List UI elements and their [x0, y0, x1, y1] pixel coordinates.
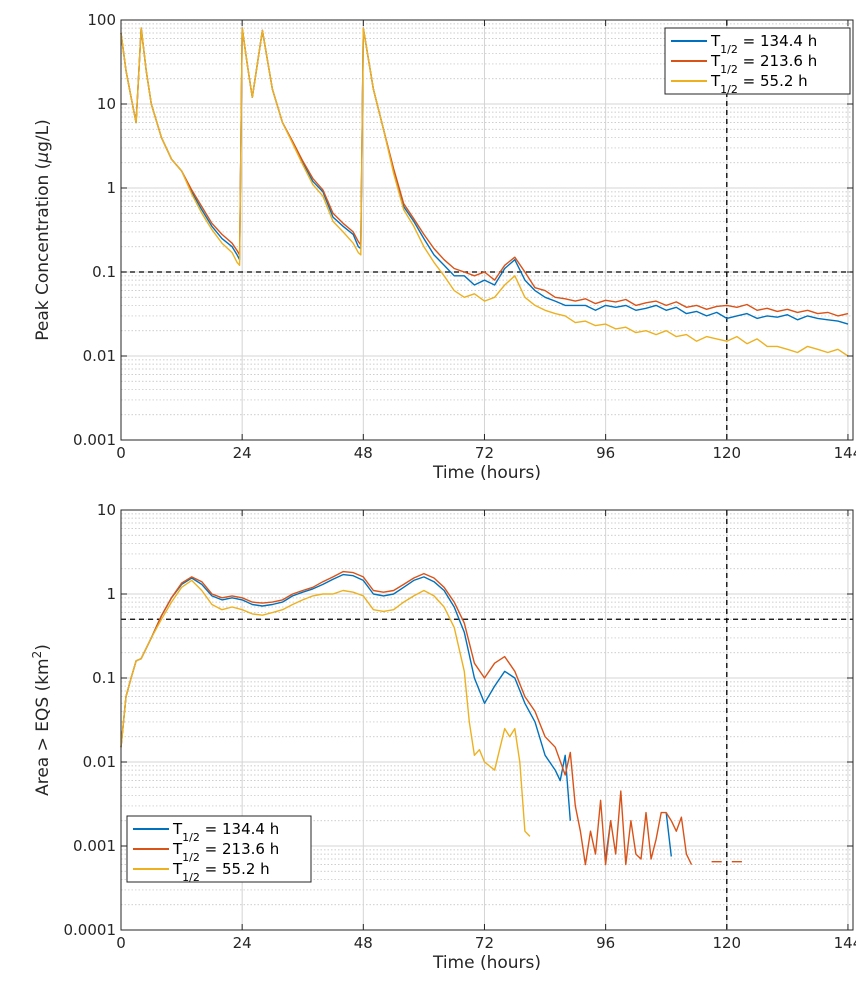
- x-tick-label: 72: [475, 934, 494, 952]
- legend-label-sub: 1/2: [720, 63, 738, 76]
- area-above-eqs-panel: 0 24 48 72 96 120 144 0.0001 0.001 0.01 0.1 1 10 Time…: [30, 501, 856, 973]
- legend-label-main: T: [710, 72, 721, 90]
- series-line-2: [120, 27, 849, 317]
- x-tick-label: 72: [475, 444, 494, 462]
- x-tick-label: 96: [596, 934, 615, 952]
- legend-label-3: T1/2 = 55.2 h: [710, 72, 808, 96]
- legend-label-main: T: [172, 820, 183, 838]
- series-line-2: [120, 570, 693, 866]
- legend-label-sub: 1/2: [182, 871, 200, 884]
- y-tick-label: 10: [97, 501, 116, 519]
- x-tick-label: 24: [233, 934, 252, 952]
- legend-label-sub: 1/2: [182, 831, 200, 844]
- legend-label-sub: 1/2: [182, 851, 200, 864]
- y-axis-label: Area > EQS (km2): [30, 644, 53, 796]
- legend-label-3: T1/2 = 55.2 h: [172, 860, 270, 884]
- series-line-1: [665, 812, 672, 857]
- series-line-1: [120, 27, 849, 325]
- legend-label-rest: = 55.2 h: [200, 860, 270, 878]
- legend-label-2: T1/2 = 213.6 h: [172, 840, 279, 864]
- y-tick-label: 10: [97, 95, 116, 113]
- axes-box: [120, 509, 854, 931]
- x-tick-label: 144: [834, 444, 856, 462]
- legend-label-1: T1/2 = 134.4 h: [710, 32, 817, 56]
- y-tick-label: 0.1: [92, 263, 116, 281]
- legend: T1/2 = 134.4 hT1/2 = 213.6 hT1/2 = 55.2 …: [126, 815, 312, 884]
- legend: T1/2 = 134.4 hT1/2 = 213.6 hT1/2 = 55.2 …: [664, 27, 851, 96]
- y-tick-label: 1: [106, 179, 116, 197]
- y-axis-label-text: g/L): [33, 119, 53, 152]
- legend-label-main: T: [710, 52, 721, 70]
- peak-concentration-panel: 0 24 48 72 96 120 144 0.001 0.01 0.1 1 10 100 Time (h…: [33, 11, 856, 483]
- y-axis-label-text: ): [33, 644, 53, 651]
- y-axis-label-text: Peak Concentration (: [33, 163, 53, 341]
- legend-label-main: T: [172, 860, 183, 878]
- x-tick-label: 144: [834, 934, 856, 952]
- legend-label-rest: = 213.6 h: [200, 840, 279, 858]
- legend-label-rest: = 55.2 h: [738, 72, 808, 90]
- x-axis-label: Time (hours): [432, 953, 541, 973]
- x-tick-label: 24: [233, 444, 252, 462]
- y-axis-label-sup: 2: [30, 651, 44, 659]
- legend-label-rest: = 213.6 h: [738, 52, 817, 70]
- x-tick-label: 0: [116, 934, 126, 952]
- y-tick-label: 0.1: [92, 669, 116, 687]
- x-tick-label: 48: [354, 444, 373, 462]
- legend-label-sub: 1/2: [720, 43, 738, 56]
- legend-label-rest: = 134.4 h: [200, 820, 279, 838]
- x-tick-label: 0: [116, 444, 126, 462]
- x-tick-label: 96: [596, 444, 615, 462]
- y-tick-label: 100: [87, 11, 116, 29]
- x-axis-label: Time (hours): [432, 463, 541, 483]
- y-tick-label: 0.001: [73, 431, 116, 449]
- legend-label-2: T1/2 = 213.6 h: [710, 52, 817, 76]
- x-tick-label: 120: [712, 444, 741, 462]
- legend-label-1: T1/2 = 134.4 h: [172, 820, 279, 844]
- series-line-3: [120, 27, 849, 357]
- y-axis-label-text: Area > EQS (km: [33, 658, 53, 796]
- x-tick-label: 48: [354, 934, 373, 952]
- y-tick-label: 0.01: [83, 753, 116, 771]
- x-tick-label: 120: [712, 934, 741, 952]
- legend-label-sub: 1/2: [720, 83, 738, 96]
- legend-label-rest: = 134.4 h: [738, 32, 817, 50]
- legend-label-main: T: [172, 840, 183, 858]
- legend-label-main: T: [710, 32, 721, 50]
- series-line-1: [120, 573, 571, 821]
- axes-box: [120, 19, 854, 441]
- y-tick-label: 0.0001: [64, 921, 117, 939]
- y-axis-label: Peak Concentration (μg/L): [33, 119, 53, 341]
- y-tick-label: 0.001: [73, 837, 116, 855]
- series-line-3: [120, 579, 531, 837]
- y-axis-label-mu: μ: [33, 152, 53, 164]
- y-tick-label: 0.01: [83, 347, 116, 365]
- y-tick-label: 1: [106, 585, 116, 603]
